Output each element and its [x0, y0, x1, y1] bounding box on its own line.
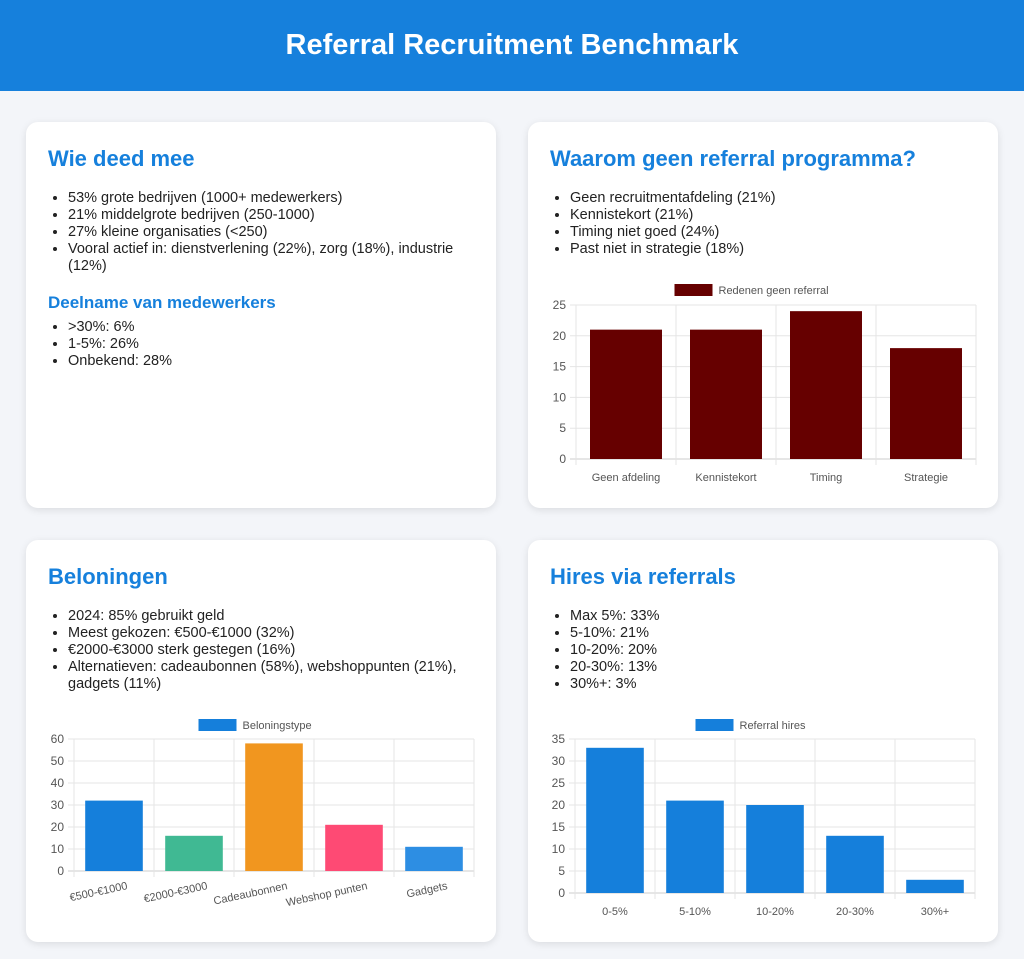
legend-label: Beloningstype	[243, 720, 312, 732]
bar	[586, 747, 644, 893]
bar	[405, 846, 463, 871]
list-item: Past niet in strategie (18%)	[570, 241, 976, 258]
bar	[590, 329, 662, 459]
y-tick-label: 20	[553, 329, 567, 343]
list-item: Max 5%: 33%	[570, 608, 976, 625]
list-item: Kennistekort (21%)	[570, 207, 976, 224]
legend-swatch	[674, 284, 713, 296]
y-tick-label: 60	[51, 732, 65, 746]
list-item: 5-10%: 21%	[570, 625, 976, 642]
list-item: Vooral actief in: dienstverlening (22%),…	[68, 241, 474, 275]
x-tick-label: Strategie	[904, 472, 948, 484]
list-item: 21% middelgrote bedrijven (250-1000)	[68, 207, 474, 224]
y-tick-label: 5	[558, 864, 565, 878]
y-tick-label: 20	[51, 820, 65, 834]
bar	[790, 311, 862, 459]
x-tick-label: 20-30%	[836, 906, 874, 918]
y-tick-label: 30	[552, 754, 566, 768]
y-tick-label: 0	[559, 452, 566, 466]
list-item: 27% kleine organisaties (<250)	[68, 224, 474, 241]
bar	[746, 805, 804, 893]
card-rewards: Beloningen 2024: 85% gebruikt geld Meest…	[26, 540, 496, 942]
y-tick-label: 0	[558, 886, 565, 900]
legend-label: Redenen geen referral	[719, 285, 829, 297]
x-tick-label: Webshop punten	[285, 880, 369, 909]
y-tick-label: 25	[553, 298, 567, 312]
y-tick-label: 15	[552, 820, 566, 834]
bar	[906, 879, 964, 893]
x-tick-label: 30%+	[921, 906, 949, 918]
list-item: Timing niet goed (24%)	[570, 224, 976, 241]
y-tick-label: 15	[553, 360, 567, 374]
x-tick-label: Cadeaubonnen	[213, 880, 289, 907]
page-header: Referral Recruitment Benchmark	[0, 0, 1024, 91]
card-title: Hires via referrals	[550, 564, 736, 589]
bar	[85, 800, 143, 871]
legend-label: Referral hires	[740, 720, 807, 732]
list-item: >30%: 6%	[68, 319, 474, 336]
y-tick-label: 10	[553, 390, 567, 404]
card-participants: Wie deed mee 53% grote bedrijven (1000+ …	[26, 122, 496, 508]
list-item: €2000-€3000 sterk gestegen (16%)	[68, 642, 474, 659]
list-item: Alternatieven: cadeaubonnen (58%), websh…	[68, 659, 474, 693]
list-item: 30%+: 3%	[570, 676, 976, 693]
list-item: Onbekend: 28%	[68, 353, 474, 370]
bar	[890, 348, 962, 459]
list-item: 53% grote bedrijven (1000+ medewerkers)	[68, 190, 474, 207]
bar	[826, 835, 884, 893]
x-tick-label: 5-10%	[679, 906, 711, 918]
y-tick-label: 25	[552, 776, 566, 790]
y-tick-label: 10	[552, 842, 566, 856]
y-tick-label: 10	[51, 842, 65, 856]
list-item: 20-30%: 13%	[570, 659, 976, 676]
y-tick-label: 20	[552, 798, 566, 812]
card-title: Waarom geen referral programma?	[550, 146, 916, 171]
x-tick-label: Geen afdeling	[592, 472, 661, 484]
list-item: Meest gekozen: €500-€1000 (32%)	[68, 625, 474, 642]
legend-swatch	[695, 719, 734, 731]
chart-reward-types: Beloningstype 0 10 20 30 40 50 60 €500-€1000 €200…	[51, 719, 475, 909]
y-tick-label: 5	[559, 421, 566, 435]
bar	[666, 800, 724, 893]
y-tick-label: 40	[51, 776, 65, 790]
list-item: 2024: 85% gebruikt geld	[68, 608, 474, 625]
bar	[690, 329, 762, 459]
x-tick-label: Gadgets	[405, 880, 449, 900]
y-tick-label: 0	[57, 864, 64, 878]
bar	[245, 743, 303, 871]
chart-referral-hires: Referral hires 0 5 10 15 20 25 30 35 0-5% 5-10% 10-…	[552, 719, 976, 918]
y-tick-label: 50	[51, 754, 65, 768]
y-tick-label: 30	[51, 798, 65, 812]
card-title: Beloningen	[48, 564, 168, 589]
card-subtitle: Deelname van medewerkers	[48, 293, 276, 312]
bar	[325, 824, 383, 871]
card-title: Wie deed mee	[48, 146, 195, 171]
y-tick-label: 35	[552, 732, 566, 746]
bar	[165, 835, 223, 871]
x-tick-label: Kennistekort	[695, 472, 756, 484]
x-tick-label: 10-20%	[756, 906, 794, 918]
chart-no-program-reasons: Redenen geen referral 0 5 10 15 20 25 Geen afde…	[553, 284, 977, 484]
list-item: 10-20%: 20%	[570, 642, 976, 659]
page-title: Referral Recruitment Benchmark	[285, 29, 739, 61]
x-tick-label: 0-5%	[602, 906, 628, 918]
x-tick-label: €500-€1000	[69, 880, 129, 904]
list-item: Geen recruitmentafdeling (21%)	[570, 190, 976, 207]
x-tick-label: €2000-€3000	[143, 880, 209, 905]
legend-swatch	[198, 719, 237, 731]
list-item: 1-5%: 26%	[68, 336, 474, 353]
x-tick-label: Timing	[810, 472, 843, 484]
